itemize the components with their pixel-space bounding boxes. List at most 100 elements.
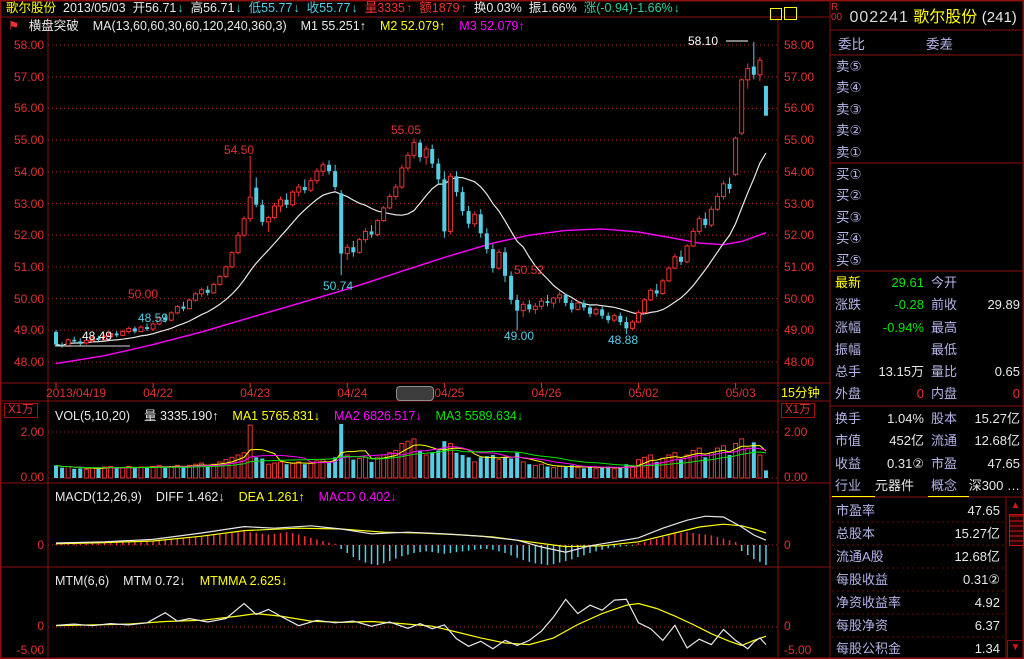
sector-link[interactable]: 概念 bbox=[928, 475, 969, 498]
price-axis-label: 58.00 bbox=[13, 38, 44, 52]
finance-value: 4.92 bbox=[974, 595, 1000, 610]
quote-field: ↓ bbox=[673, 1, 680, 15]
quote-label: 涨幅 bbox=[835, 319, 862, 335]
price-axis-label: 50.00 bbox=[784, 291, 815, 306]
quote-label: 最新 bbox=[835, 275, 862, 290]
sell-level-row[interactable]: 卖④ bbox=[836, 80, 862, 96]
quote-row: 市值 452亿 流通 12.68亿 bbox=[832, 430, 1024, 452]
finance-row: 市盈率 47.65 bbox=[832, 499, 1004, 522]
quote-value bbox=[971, 339, 1024, 361]
macd-axis-label: 0 bbox=[37, 538, 44, 552]
price-annotation: 48.88 bbox=[608, 333, 639, 347]
quote-value: 0 bbox=[916, 386, 924, 402]
buy-level-row[interactable]: 买⑤ bbox=[836, 252, 862, 268]
quote-value: 12.68亿 bbox=[974, 433, 1020, 449]
scrollbar-thumb[interactable] bbox=[1009, 514, 1024, 546]
price-axis-label: 48.00 bbox=[784, 355, 815, 369]
finance-row: 流通A股 12.68亿 bbox=[832, 545, 1004, 568]
info-panel: 换手 1.04% 股本 15.27亿 市值 452亿 流通 12.68亿 收益 0.31② 市盈 47… bbox=[832, 408, 1024, 498]
price-annotation: 54.50 bbox=[224, 143, 255, 157]
finance-label: 净资收益率 bbox=[836, 595, 902, 610]
quote-field: 横盘突破 bbox=[28, 19, 79, 33]
quote-info-bar: 歌尔股份 2013/05/03 开56.71↓ 高56.71↓ 低55.77↓ 收55.7… bbox=[6, 1, 687, 16]
quote-field: 低55.77 bbox=[248, 1, 293, 15]
quote-value: 0.65 bbox=[994, 364, 1020, 380]
price-annotation: 48.59 bbox=[138, 311, 169, 325]
quote-value: 1.04% bbox=[887, 411, 924, 426]
quote-field: DIFF 1.462↓ bbox=[155, 490, 225, 504]
buy-level-row[interactable]: 买② bbox=[836, 188, 862, 204]
stock-code: 002241 bbox=[849, 9, 909, 26]
price-axis-label: 53.00 bbox=[13, 196, 44, 211]
date-label: 04/23 bbox=[240, 386, 271, 400]
scroll-down-icon[interactable]: ▼ bbox=[1010, 642, 1021, 653]
volume-axis-label: 0.00 bbox=[20, 470, 44, 484]
price-axis-label: 56.00 bbox=[784, 101, 815, 116]
quote-field: 量 3335.190↑ bbox=[144, 409, 219, 423]
finance-row: 总股本 15.27亿 bbox=[832, 522, 1004, 545]
quote-label: 内盘 bbox=[931, 386, 958, 402]
price-annotation: 58.10 bbox=[688, 34, 719, 48]
sell-level-row[interactable]: 卖⑤ bbox=[836, 59, 862, 74]
date-label: 04/22 bbox=[143, 386, 174, 400]
volume-unit-label: X1万 bbox=[781, 403, 815, 418]
quote-field: 收55.77 bbox=[306, 1, 351, 15]
price-axis-label: 49.00 bbox=[784, 323, 815, 338]
quote-label: 最高 bbox=[931, 319, 958, 335]
sector-link[interactable]: 行业 bbox=[832, 475, 875, 498]
price-axis-label: 51.00 bbox=[13, 259, 44, 274]
price-axis-label: 49.00 bbox=[13, 323, 44, 338]
scroll-up-icon[interactable]: ▲ bbox=[1010, 500, 1021, 511]
quote-field: ↑ bbox=[460, 1, 467, 15]
horizontal-scrollbar-thumb[interactable] bbox=[396, 386, 434, 401]
quote-label: 市值 bbox=[835, 433, 862, 449]
quote-value: -0.28 bbox=[894, 297, 924, 313]
indicator-info-bar: ⚑ 横盘突破 MA(13,60,60,30,60,120,240,360,3) M1… bbox=[8, 19, 539, 34]
quote-field: VOL(5,10,20) bbox=[55, 409, 131, 423]
interval-label[interactable]: 15分钟 bbox=[781, 386, 820, 400]
finance-label: 总股本 bbox=[836, 526, 876, 541]
quote-field: MTM 0.72↓ bbox=[123, 574, 186, 588]
order-book-header: 委比 委差 bbox=[830, 33, 1006, 53]
quote-label: 股本 bbox=[931, 411, 958, 426]
date-label: 04/25 bbox=[434, 386, 465, 400]
sell-level-row[interactable]: 卖② bbox=[836, 123, 862, 139]
finance-label: 市盈率 bbox=[836, 503, 876, 518]
quote-value bbox=[971, 272, 1024, 294]
window-box-icon[interactable] bbox=[770, 8, 782, 20]
mtm-axis-label: 0 bbox=[37, 619, 44, 633]
buy-levels: 买① 买② 买③ 买④ 买⑤ bbox=[830, 164, 1024, 271]
price-annotation: 48.49 bbox=[82, 329, 113, 343]
finance-label: 每股收益 bbox=[836, 572, 889, 587]
quote-field: ↓ bbox=[293, 1, 300, 15]
buy-level-row[interactable]: 买③ bbox=[836, 209, 862, 225]
mtm-axis-label: -5.00 bbox=[784, 643, 812, 657]
quote-label: 收益 bbox=[835, 455, 862, 471]
quote-field: 高56.71 bbox=[190, 1, 235, 15]
buy-level-row[interactable]: 买④ bbox=[836, 231, 862, 247]
quote-value: 29.89 bbox=[987, 297, 1020, 313]
sell-level-row[interactable]: 卖① bbox=[836, 144, 862, 160]
quote-value: 13.15万 bbox=[878, 364, 924, 380]
quote-field: MA(13,60,60,30,60,120,240,360,3) bbox=[92, 19, 287, 33]
window-box-icon[interactable] bbox=[784, 7, 797, 20]
date-label: 04/24 bbox=[337, 386, 368, 400]
finance-value: 47.65 bbox=[967, 503, 1000, 518]
quote-field: 开56.71 bbox=[132, 1, 177, 15]
sell-levels: 卖⑤ 卖④ 卖③ 卖② 卖① bbox=[830, 56, 1024, 163]
price-annotation: 49.00 bbox=[504, 329, 535, 343]
finance-value: 15.27亿 bbox=[954, 526, 1000, 541]
stock-count: (241) bbox=[981, 9, 1017, 26]
quote-field: ↓ bbox=[235, 1, 242, 15]
finance-label: 每股公积金 bbox=[836, 641, 902, 656]
price-axis-label: 51.00 bbox=[784, 259, 815, 274]
quote-value: 452亿 bbox=[889, 433, 924, 449]
sell-level-row[interactable]: 卖③ bbox=[836, 101, 862, 117]
scroll-down-box[interactable]: ▼ bbox=[1007, 640, 1024, 659]
quote-field: MA3 5589.634↓ bbox=[435, 409, 524, 423]
quote-field: M1 55.251↑ bbox=[300, 19, 366, 33]
volume-axis-label: 0.00 bbox=[784, 470, 808, 484]
buy-level-row[interactable]: 买① bbox=[836, 167, 862, 182]
